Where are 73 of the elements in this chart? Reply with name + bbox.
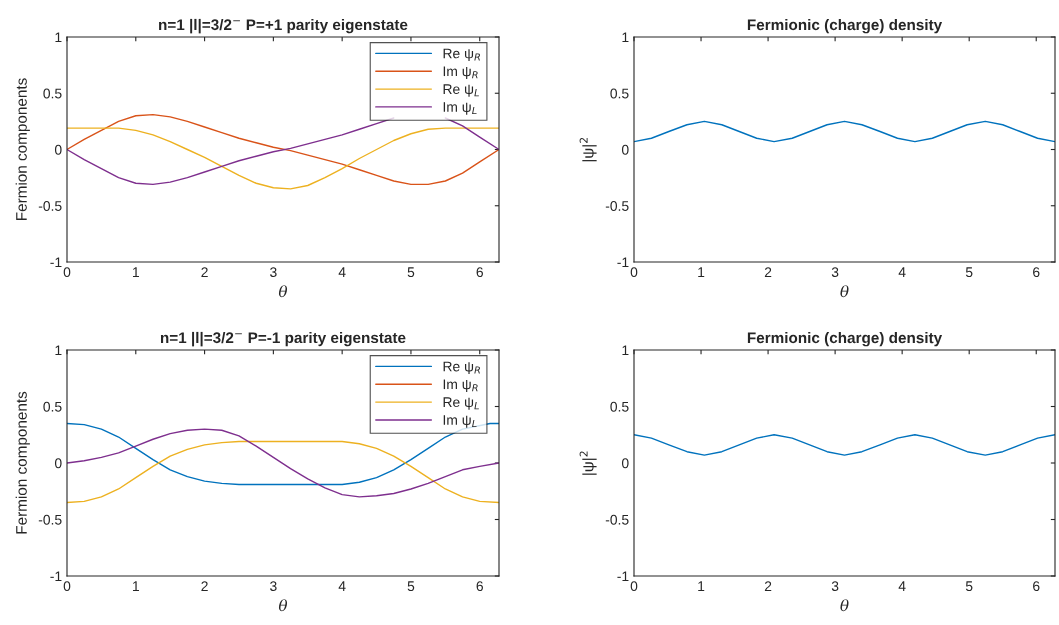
chart-title: n=1 |l|=3/2$^{−}$ P=-1 parity eigenstate	[160, 331, 406, 347]
x-tick-label: 0	[63, 581, 71, 592]
x-tick-label: 6	[476, 267, 483, 278]
line-series	[67, 440, 499, 504]
x-tick-label: 2	[764, 267, 772, 277]
y-tick-label: -0.5	[38, 201, 62, 211]
legend-label: Re ψ$_{L}$	[443, 397, 479, 410]
legend-label: Im ψ$_{R}$	[443, 66, 478, 79]
x-tick-label: 2	[201, 581, 208, 591]
x-tick-label: 4	[898, 267, 906, 277]
x-tick-label: 1	[698, 267, 705, 277]
legend-label: Re ψ$_{L}$	[443, 84, 479, 97]
x-axis-title: θ	[840, 285, 849, 298]
x-tick-label: 3	[270, 581, 277, 592]
x-tick-label: 1	[132, 581, 139, 591]
x-tick-label: 0	[630, 581, 638, 592]
y-tick-label: 0.5	[610, 88, 629, 99]
y-tick-label: -1	[50, 571, 62, 582]
y-tick-label: 0.5	[43, 401, 62, 412]
legend-label: Re ψ$_{R}$	[443, 361, 480, 375]
x-tick-label: 2	[764, 581, 772, 591]
x-tick-label: 6	[1033, 581, 1040, 592]
legend-label: Re ψ$_{R}$	[443, 48, 480, 62]
legend-label: Im ψ$_{L}$	[443, 102, 477, 115]
x-tick-label: 4	[338, 267, 346, 277]
x-axis-title: θ	[278, 285, 288, 298]
line-series	[634, 120, 1055, 143]
x-tick-label: 4	[338, 581, 346, 591]
x-tick-label: 3	[831, 581, 839, 592]
chart-title: Fermionic (charge) density	[747, 331, 943, 347]
chart-title: n=1 |l|=3/2$^{−}$ P=+1 parity eigenstate	[159, 18, 408, 34]
x-tick-label: 5	[407, 267, 415, 278]
x-axis-title: θ	[278, 599, 288, 612]
x-tick-label: 5	[965, 581, 973, 592]
y-tick-label: -0.5	[605, 201, 629, 211]
y-tick-label: 0.5	[610, 401, 629, 412]
y-tick-label: -0.5	[38, 514, 62, 525]
y-tick-label: 0.5	[43, 88, 62, 99]
x-tick-label: 1	[698, 581, 705, 591]
y-tick-label: 1	[55, 345, 62, 356]
x-tick-label: 0	[630, 267, 638, 278]
y-tick-label: 1	[622, 32, 629, 43]
line-series	[634, 434, 1055, 456]
y-tick-label: -1	[617, 257, 629, 268]
line-series	[67, 428, 499, 498]
x-tick-label: 3	[270, 267, 277, 278]
y-tick-label: 0	[54, 458, 62, 469]
legend-label: Im ψ$_{R}$	[443, 379, 478, 392]
x-tick-label: 4	[898, 581, 906, 591]
y-axis-title: |ψ|$^{2}$	[579, 451, 597, 475]
y-tick-label: 0	[621, 144, 629, 155]
y-tick-label: 0	[621, 458, 629, 469]
x-tick-label: 5	[407, 581, 415, 592]
x-axis-title: θ	[840, 599, 849, 612]
x-tick-label: 0	[63, 267, 71, 278]
y-tick-label: 1	[622, 345, 629, 356]
x-tick-label: 6	[476, 581, 483, 592]
y-tick-label: -1	[617, 571, 629, 582]
y-tick-label: 1	[55, 32, 62, 43]
y-tick-label: -0.5	[605, 514, 629, 525]
y-axis-title: Fermion components	[15, 78, 30, 220]
x-tick-label: 1	[132, 267, 139, 277]
x-tick-label: 2	[201, 267, 208, 277]
y-axis-title: Fermion components	[15, 391, 30, 534]
x-tick-label: 5	[965, 267, 973, 278]
y-axis-title: |ψ|$^{2}$	[579, 137, 597, 162]
x-tick-label: 3	[831, 267, 839, 278]
line-series	[67, 127, 499, 190]
y-tick-label: 0	[54, 144, 62, 155]
y-tick-label: -1	[50, 257, 62, 268]
x-tick-label: 6	[1033, 267, 1040, 278]
legend-label: Im ψ$_{L}$	[443, 415, 477, 428]
chart-title: Fermionic (charge) density	[747, 18, 943, 34]
